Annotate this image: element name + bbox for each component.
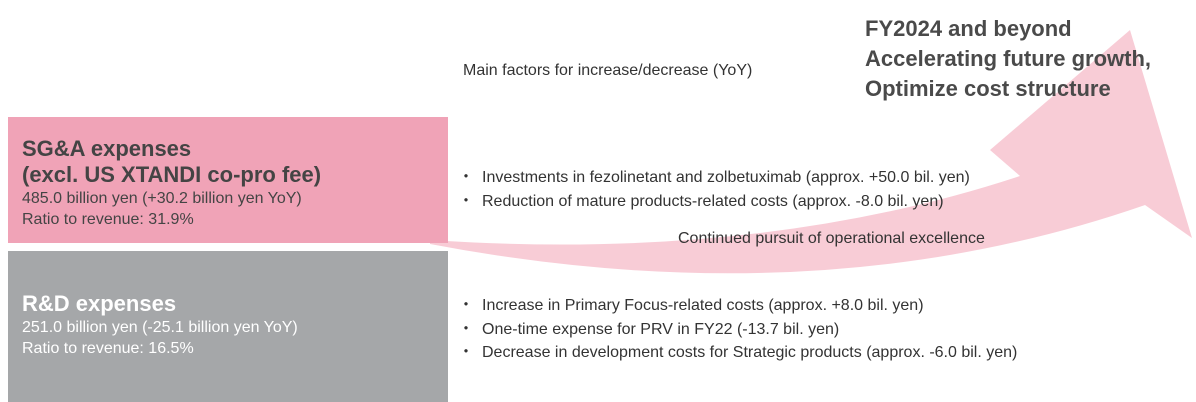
rd-ratio: Ratio to revenue: 16.5%	[22, 340, 194, 357]
factor: One-time expense for PRV in FY22 (-13.7 …	[458, 318, 1017, 342]
rd-box: R&D expenses 251.0 billion yen (-25.1 bi…	[8, 251, 448, 402]
factor: Decrease in development costs for Strate…	[458, 341, 1017, 365]
rd-factors: Increase in Primary Focus-related costs …	[458, 294, 1017, 365]
sga-factors: Investments in fezolinetant and zolbetux…	[458, 166, 970, 213]
arrow-shape	[430, 30, 1192, 274]
sga-amount: 485.0 billion yen (+30.2 billion yen YoY…	[22, 190, 302, 207]
rd-title: R&D expenses	[22, 291, 177, 316]
factors-title: Main factors for increase/decrease (YoY)	[463, 62, 753, 79]
outlook: FY2024 and beyond Accelerating future gr…	[865, 14, 1151, 104]
outlook-line: Optimize cost structure	[865, 76, 1111, 101]
factor: Increase in Primary Focus-related costs …	[458, 294, 1017, 318]
factor: Reduction of mature products-related cos…	[458, 190, 970, 214]
factor: Investments in fezolinetant and zolbetux…	[458, 166, 970, 190]
arrow-label: Continued pursuit of operational excelle…	[678, 230, 985, 247]
sga-ratio: Ratio to revenue: 31.9%	[22, 211, 194, 228]
outlook-line: Accelerating future growth,	[865, 46, 1152, 71]
sga-box: SG&A expenses (excl. US XTANDI co-pro fe…	[8, 117, 448, 243]
rd-amount: 251.0 billion yen (-25.1 billion yen YoY…	[22, 319, 298, 336]
sga-title: SG&A expenses	[22, 136, 192, 161]
sga-title: (excl. US XTANDI co-pro fee)	[22, 162, 322, 187]
outlook-line: FY2024 and beyond	[865, 16, 1072, 41]
